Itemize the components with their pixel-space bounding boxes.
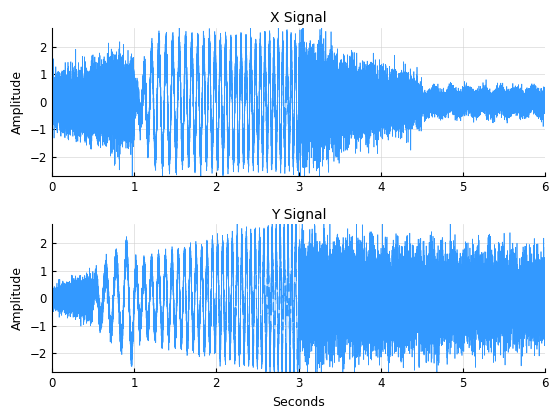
Title: Y Signal: Y Signal bbox=[271, 207, 326, 222]
Y-axis label: Amplitude: Amplitude bbox=[11, 266, 24, 331]
X-axis label: Seconds: Seconds bbox=[272, 396, 325, 409]
Y-axis label: Amplitude: Amplitude bbox=[11, 70, 24, 134]
Title: X Signal: X Signal bbox=[270, 11, 327, 25]
